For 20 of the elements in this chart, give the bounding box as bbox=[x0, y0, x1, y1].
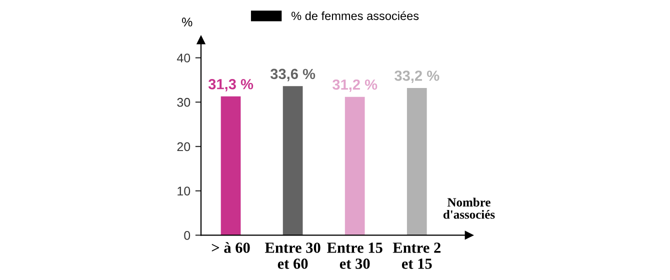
y-tick-label: 20 bbox=[177, 142, 190, 152]
y-tick-label: 10 bbox=[178, 186, 190, 196]
bar bbox=[406, 88, 427, 236]
x-tick-label: Entre 2 et 15 bbox=[392, 242, 440, 269]
bar bbox=[220, 96, 241, 236]
x-tick-label: Entre 30 et 60 bbox=[264, 242, 320, 269]
y-tick-label: 30 bbox=[177, 98, 190, 107]
data-label: 31,2 % bbox=[332, 79, 378, 92]
x-tick-label: > à 60 bbox=[212, 242, 250, 253]
data-label: 33,6 % bbox=[270, 68, 316, 82]
text: % de femmes associées bbox=[292, 11, 419, 20]
y-tick-label: 40 bbox=[176, 54, 190, 62]
x-axis-title: Nombre d'associés bbox=[443, 198, 495, 219]
x-tick-label: Entre 15 et 30 bbox=[327, 242, 382, 269]
data-label: 31,3 % bbox=[208, 78, 254, 92]
y-tick-label: 0 bbox=[184, 231, 190, 240]
bar bbox=[344, 96, 365, 236]
bar bbox=[282, 86, 303, 236]
data-label: 33,2 % bbox=[394, 70, 440, 84]
y-axis-title: % bbox=[182, 18, 192, 26]
